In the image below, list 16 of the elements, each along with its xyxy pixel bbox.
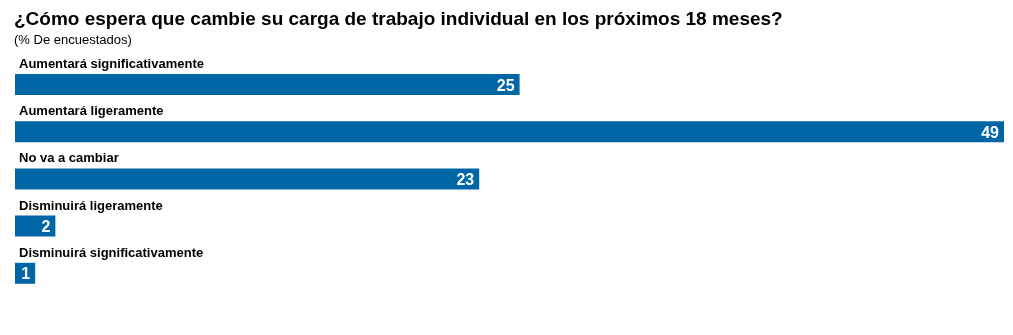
chart-title: ¿Cómo espera que cambie su carga de trabajo individual en los próximos 18 meses? — [14, 8, 784, 30]
y-tick-label: Aumentará ligeramente — [19, 103, 164, 119]
data-label: 2 — [41, 218, 51, 236]
chart-subtitle: (% De encuestados) — [14, 32, 133, 47]
y-tick-label: No va a cambiar — [19, 150, 119, 166]
bar — [15, 121, 1004, 143]
data-label: 1 — [21, 265, 31, 283]
bar — [15, 74, 520, 95]
bar — [15, 215, 56, 237]
y-tick-label: Disminuirá significativamente — [19, 244, 204, 260]
y-tick-label: Disminuirá ligeramente — [19, 197, 163, 213]
data-label: 25 — [496, 76, 515, 94]
y-tick-label: Aumentará significativamente — [19, 56, 204, 71]
data-label: 23 — [456, 170, 475, 188]
data-label: 49 — [981, 123, 1000, 141]
bar — [15, 168, 480, 190]
